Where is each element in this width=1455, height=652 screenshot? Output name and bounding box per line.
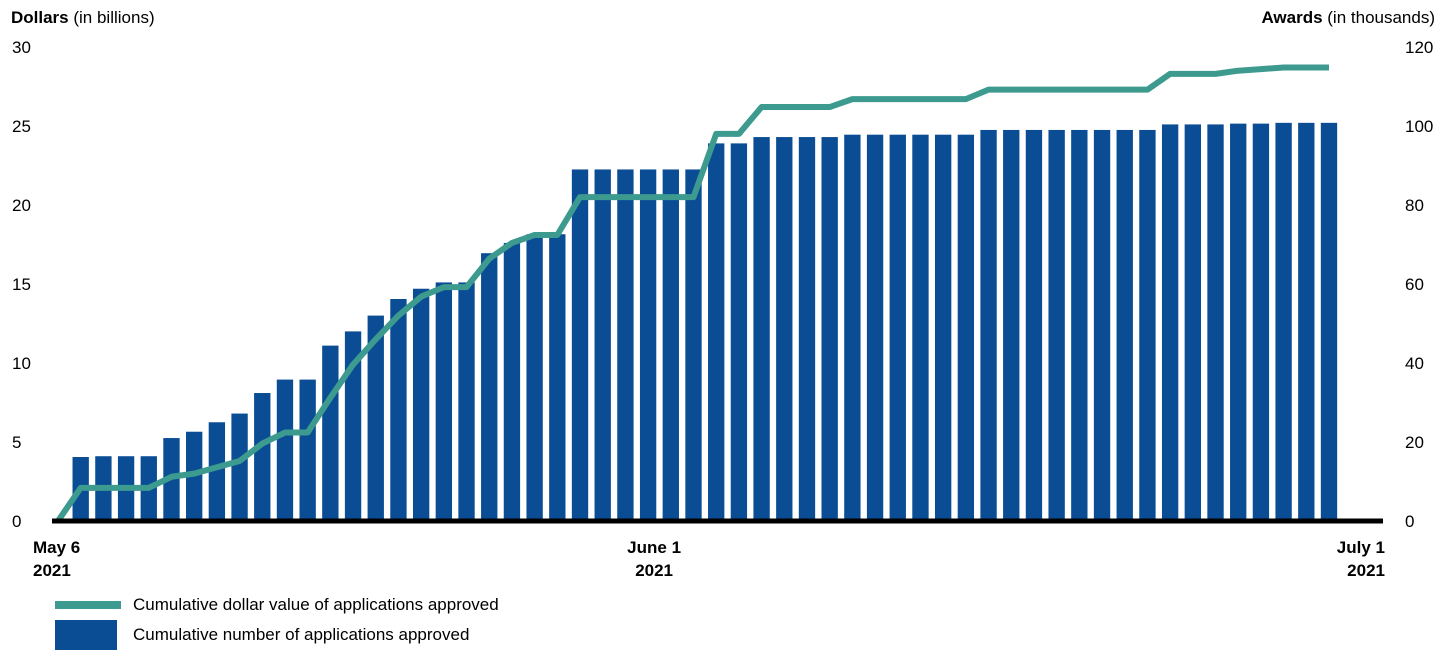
bar-13 [344, 331, 362, 521]
left-tick-label: 5 [12, 433, 21, 452]
bar-54 [1275, 122, 1292, 521]
left-axis-ticks: 0 5 10 15 20 25 30 [12, 38, 31, 531]
legend-label-dollar-value: Cumulative dollar value of applications … [133, 595, 499, 614]
bar-21 [526, 234, 543, 522]
legend-item-application-count: Cumulative number of applications approv… [55, 620, 469, 650]
bar-25 [617, 169, 634, 521]
right-tick-label: 80 [1405, 196, 1424, 215]
bar-26 [639, 169, 657, 521]
bar-33 [798, 137, 816, 521]
bar-32 [776, 137, 793, 521]
right-axis-ticks: 0 20 40 60 80 100 120 [1405, 38, 1433, 531]
bar-28 [685, 169, 702, 521]
bar-23 [571, 169, 589, 521]
bar-53 [1252, 123, 1270, 521]
bar-7 [208, 422, 226, 521]
right-tick-label: 0 [1405, 512, 1414, 531]
legend-line-swatch [55, 601, 121, 609]
bar-45 [1071, 129, 1088, 521]
bar-27 [662, 169, 679, 521]
bar-9 [254, 393, 271, 521]
left-tick-label: 10 [12, 354, 31, 373]
legend-bar-swatch [55, 620, 117, 650]
x-tick-label: July 1 [1337, 538, 1385, 557]
left-tick-label: 25 [12, 117, 31, 136]
bar-17 [435, 282, 453, 521]
bar-14 [367, 315, 384, 521]
x-tick-label: May 6 [33, 538, 80, 557]
bar-16 [412, 288, 430, 521]
bar-44 [1048, 129, 1065, 521]
bar-series [72, 122, 1338, 522]
bar-42 [1003, 129, 1020, 521]
bar-49 [1161, 124, 1179, 522]
bar-20 [503, 242, 521, 522]
bar-40 [957, 134, 975, 521]
bar-36 [866, 134, 884, 521]
bar-10 [276, 379, 294, 521]
bar-31 [753, 137, 770, 521]
chart-canvas: 0 5 10 15 20 25 30 0 20 40 60 80 100 120 May 6 2021 Ju… [12, 38, 1433, 580]
right-axis-title: Awards (in thousands) [1261, 8, 1435, 27]
bar-50 [1184, 124, 1201, 522]
bar-56 [1320, 122, 1338, 521]
right-tick-label: 40 [1405, 354, 1424, 373]
left-tick-label: 20 [12, 196, 31, 215]
legend-label-application-count: Cumulative number of applications approv… [133, 625, 470, 644]
dollar-value-line [55, 64, 1329, 523]
bar-12 [322, 345, 339, 521]
bar-51 [1207, 124, 1224, 522]
bar-48 [1139, 129, 1156, 521]
bar-29 [708, 143, 725, 521]
x-tick-year-label: 2021 [635, 561, 673, 580]
right-tick-label: 120 [1405, 38, 1433, 57]
bar-55 [1298, 122, 1315, 521]
right-tick-label: 100 [1405, 117, 1433, 136]
bar-8 [231, 413, 248, 521]
bar-34 [821, 137, 838, 521]
bar-43 [1025, 129, 1043, 521]
bar-18 [458, 282, 475, 521]
bar-41 [980, 129, 997, 521]
x-tick-year-label: 2021 [33, 561, 71, 580]
legend-item-dollar-value: Cumulative dollar value of applications … [55, 595, 499, 615]
bar-38 [912, 134, 929, 521]
bar-52 [1230, 123, 1247, 521]
x-tick-year-label: 2021 [1347, 561, 1385, 580]
bar-39 [934, 134, 952, 521]
bar-15 [390, 299, 407, 521]
left-tick-label: 0 [12, 512, 21, 531]
bar-24 [594, 169, 611, 521]
x-axis-labels: May 6 2021 June 1 2021 July 1 2021 [33, 538, 1385, 580]
bar-37 [889, 134, 906, 521]
x-tick-label: June 1 [627, 538, 681, 557]
left-axis-title: Dollars (in billions) [11, 8, 155, 27]
right-tick-label: 60 [1405, 275, 1424, 294]
left-tick-label: 30 [12, 38, 31, 57]
bar-47 [1116, 129, 1133, 521]
bar-30 [730, 143, 748, 521]
right-tick-label: 20 [1405, 433, 1424, 452]
bar-46 [1093, 129, 1111, 521]
left-tick-label: 15 [12, 275, 31, 294]
bar-19 [481, 253, 498, 521]
bar-35 [844, 134, 861, 521]
bar-22 [549, 234, 566, 522]
bar-11 [299, 379, 316, 521]
